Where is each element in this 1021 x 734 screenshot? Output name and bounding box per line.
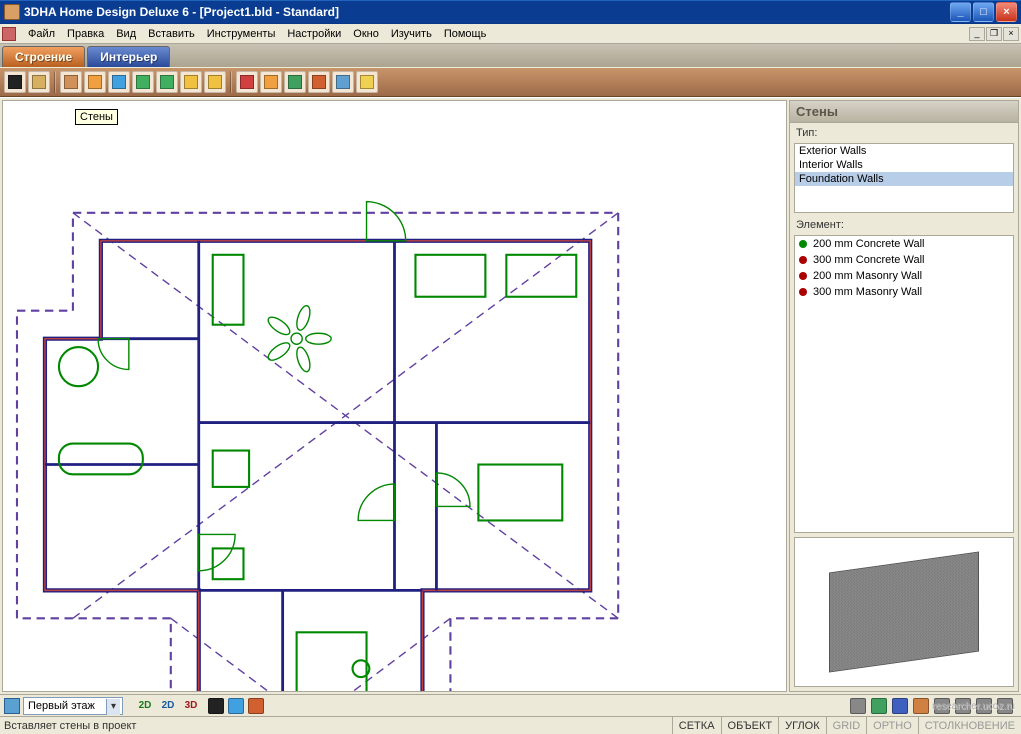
element-label: Элемент: bbox=[790, 215, 1018, 233]
tool-pointer-button[interactable] bbox=[4, 71, 26, 93]
view-2d-button[interactable]: 2D bbox=[135, 697, 155, 715]
menu-настройки[interactable]: Настройки bbox=[281, 26, 347, 42]
tool-window-button[interactable] bbox=[108, 71, 130, 93]
floor-selector-value: Первый этаж bbox=[28, 700, 95, 712]
status-cell[interactable]: ОБЪЕКТ bbox=[721, 717, 779, 734]
panel-header: Стены bbox=[790, 101, 1018, 123]
element-label: 200 mm Concrete Wall bbox=[813, 238, 924, 250]
view-3d-button[interactable]: 3D bbox=[181, 697, 201, 715]
type-list[interactable]: Exterior WallsInterior WallsFoundation W… bbox=[794, 143, 1014, 213]
element-item[interactable]: 300 mm Masonry Wall bbox=[795, 284, 1013, 300]
level-icon bbox=[4, 698, 20, 714]
bottom-toolbar: Первый этаж 2D 2D 3D bbox=[0, 694, 1021, 716]
snap2-icon[interactable] bbox=[934, 698, 950, 714]
main-area: Стены Стены Тип: Exterior WallsInterior … bbox=[0, 97, 1021, 694]
element-label: 300 mm Concrete Wall bbox=[813, 254, 924, 266]
properties-panel: Стены Тип: Exterior WallsInterior WallsF… bbox=[789, 100, 1019, 692]
element-item[interactable]: 200 mm Concrete Wall bbox=[795, 236, 1013, 252]
tabs-bar: СтроениеИнтерьер bbox=[0, 44, 1021, 67]
menu-изучить[interactable]: Изучить bbox=[385, 26, 438, 42]
menu-правка[interactable]: Правка bbox=[61, 26, 110, 42]
tool-opening-button[interactable] bbox=[84, 71, 106, 93]
tab-interior[interactable]: Интерьер bbox=[87, 46, 170, 67]
measure1-icon[interactable] bbox=[850, 698, 866, 714]
tool-dormer-button[interactable] bbox=[260, 71, 282, 93]
tab-building[interactable]: Строение bbox=[2, 46, 85, 67]
canvas-viewport[interactable]: Стены bbox=[2, 100, 787, 692]
floor-selector[interactable]: Первый этаж bbox=[23, 697, 123, 715]
mdi-restore-button[interactable]: ❐ bbox=[986, 27, 1002, 41]
toolbar-separator bbox=[54, 71, 56, 93]
snap5-icon[interactable] bbox=[997, 698, 1013, 714]
close-button[interactable]: × bbox=[996, 2, 1017, 22]
menubar: ФайлПравкаВидВставитьИнструментыНастройк… bbox=[0, 24, 1021, 44]
status-cell[interactable]: ОРТНО bbox=[866, 717, 918, 734]
tool-column-button[interactable] bbox=[332, 71, 354, 93]
menu-окно[interactable]: Окно bbox=[347, 26, 385, 42]
maximize-button[interactable]: □ bbox=[973, 2, 994, 22]
tool-door2-button[interactable] bbox=[156, 71, 178, 93]
preview-slab bbox=[829, 551, 979, 672]
snap3-icon[interactable] bbox=[955, 698, 971, 714]
snap1-icon[interactable] bbox=[913, 698, 929, 714]
type-item[interactable]: Foundation Walls bbox=[795, 172, 1013, 186]
tool-roof-button[interactable] bbox=[236, 71, 258, 93]
tool-dim-button[interactable] bbox=[356, 71, 378, 93]
tool-navigate-button[interactable] bbox=[28, 71, 50, 93]
element-color-icon bbox=[799, 288, 807, 296]
element-color-icon bbox=[799, 272, 807, 280]
photo-icon[interactable] bbox=[228, 698, 244, 714]
element-color-icon bbox=[799, 256, 807, 264]
toolbar-separator bbox=[230, 71, 232, 93]
floorplan-canvas bbox=[3, 101, 786, 692]
type-item[interactable]: Interior Walls bbox=[795, 158, 1013, 172]
app-icon bbox=[4, 4, 20, 20]
tool-railing-button[interactable] bbox=[308, 71, 330, 93]
element-color-icon bbox=[799, 240, 807, 248]
status-bar: Вставляет стены в проект СЕТКАОБЪЕКТУГЛО… bbox=[0, 716, 1021, 734]
element-item[interactable]: 300 mm Concrete Wall bbox=[795, 252, 1013, 268]
main-toolbar bbox=[0, 67, 1021, 97]
menu-вид[interactable]: Вид bbox=[110, 26, 142, 42]
tool-floor-button[interactable] bbox=[180, 71, 202, 93]
status-cell[interactable]: СТОЛКНОВЕНИЕ bbox=[918, 717, 1021, 734]
measure2-icon[interactable] bbox=[871, 698, 887, 714]
snap4-icon[interactable] bbox=[976, 698, 992, 714]
document-icon bbox=[2, 27, 16, 41]
window-title: 3DHA Home Design Deluxe 6 - [Project1.bl… bbox=[24, 5, 950, 19]
menu-файл[interactable]: Файл bbox=[22, 26, 61, 42]
element-label: 200 mm Masonry Wall bbox=[813, 270, 922, 282]
menu-вставить[interactable]: Вставить bbox=[142, 26, 201, 42]
mdi-minimize-button[interactable]: _ bbox=[969, 27, 985, 41]
camera-icon[interactable] bbox=[248, 698, 264, 714]
tool-door-button[interactable] bbox=[132, 71, 154, 93]
status-cell[interactable]: УГЛОК bbox=[778, 717, 826, 734]
mdi-close-button[interactable]: × bbox=[1003, 27, 1019, 41]
status-message: Вставляет стены в проект bbox=[0, 720, 672, 732]
tool-ceiling-button[interactable] bbox=[204, 71, 226, 93]
tool-stairs-button[interactable] bbox=[284, 71, 306, 93]
menu-помощь[interactable]: Помощь bbox=[438, 26, 493, 42]
type-label: Тип: bbox=[790, 123, 1018, 141]
status-cell[interactable]: GRID bbox=[826, 717, 867, 734]
angle-icon[interactable] bbox=[892, 698, 908, 714]
menu-инструменты[interactable]: Инструменты bbox=[201, 26, 282, 42]
tool-hand-button[interactable] bbox=[60, 71, 82, 93]
eye-icon[interactable] bbox=[208, 698, 224, 714]
type-item[interactable]: Exterior Walls bbox=[795, 144, 1013, 158]
status-cell[interactable]: СЕТКА bbox=[672, 717, 721, 734]
element-label: 300 mm Masonry Wall bbox=[813, 286, 922, 298]
view-2d-shaded-button[interactable]: 2D bbox=[158, 697, 178, 715]
element-list[interactable]: 200 mm Concrete Wall 300 mm Concrete Wall… bbox=[794, 235, 1014, 533]
element-item[interactable]: 200 mm Masonry Wall bbox=[795, 268, 1013, 284]
minimize-button[interactable]: _ bbox=[950, 2, 971, 22]
material-preview bbox=[794, 537, 1014, 687]
titlebar: 3DHA Home Design Deluxe 6 - [Project1.bl… bbox=[0, 0, 1021, 24]
